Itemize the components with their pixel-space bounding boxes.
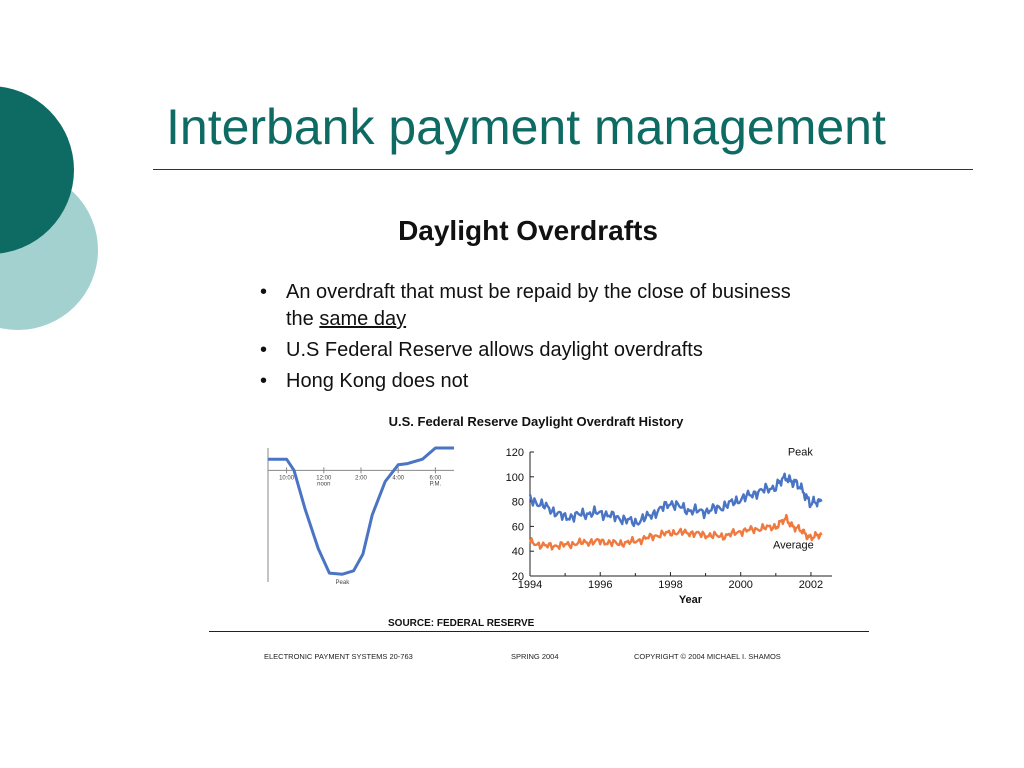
x-tick-label: 1994 [518,579,542,591]
bullet-dot: • [260,281,268,303]
footer-course: ELECTRONIC PAYMENT SYSTEMS 20-763 [264,652,413,661]
chart-title: U.S. Federal Reserve Daylight Overdraft … [388,414,684,429]
series-line-peak [528,472,823,528]
y-tick-label: 20 [512,571,524,583]
x-tick-sublabel: noon [317,481,330,487]
y-tick-label: 60 [512,521,524,533]
bullet-dot: • [260,339,268,361]
peak-annotation: Peak [336,580,351,586]
bullet-underlined-text: same day [319,308,407,330]
x-tick-label: 1996 [588,579,612,591]
x-tick-label: 10:00 [279,475,295,481]
footer-term: SPRING 2004 [511,652,559,661]
y-tick-label: 40 [512,546,524,558]
bullet-item: • An overdraft that must be repaid by th… [258,279,818,333]
footer-divider [209,631,869,632]
bullet-text: An overdraft that must be repaid by the … [286,281,791,330]
dark-circle [0,86,74,254]
slide-title: Interbank payment management [166,99,886,155]
series-label-average: Average [773,540,814,552]
x-tick-label: 2000 [728,579,752,591]
x-tick-label: 1998 [658,579,682,591]
x-axis-label: Year [679,594,703,606]
x-tick-sublabel: P.M. [430,481,442,487]
decorative-circles [0,86,98,330]
x-tick-label: 4:00 [392,475,404,481]
bullet-item: • U.S Federal Reserve allows daylight ov… [258,337,818,364]
series-line [268,446,454,576]
x-tick-label: 2002 [799,579,823,591]
bullet-text: Hong Kong does not [286,370,469,392]
y-tick-label: 100 [506,472,524,484]
overdraft-history-chart: 20 40 60 80 100 120 1994 1996 1998 2000 2002 Year Pe… [506,447,832,606]
x-tick-label: 2:00 [355,475,367,481]
source-note: SOURCE: FEDERAL RESERVE [388,618,535,629]
x-tick-label: 6:00 [430,475,442,481]
title-divider [153,169,973,170]
series-label-peak: Peak [788,447,814,459]
y-tick-label: 80 [512,497,524,509]
series-line-average [528,513,823,551]
bullet-dot: • [260,370,268,392]
footer-copyright: COPYRIGHT © 2004 MICHAEL I. SHAMOS [634,652,781,661]
x-tick-label: 12:00 [316,475,332,481]
bullet-text: U.S Federal Reserve allows daylight over… [286,339,703,361]
bullet-list: • An overdraft that must be repaid by th… [258,279,818,399]
bullet-item: • Hong Kong does not [258,368,818,395]
figure-heading: Daylight Overdrafts [398,215,658,246]
y-tick-label: 120 [506,447,524,459]
